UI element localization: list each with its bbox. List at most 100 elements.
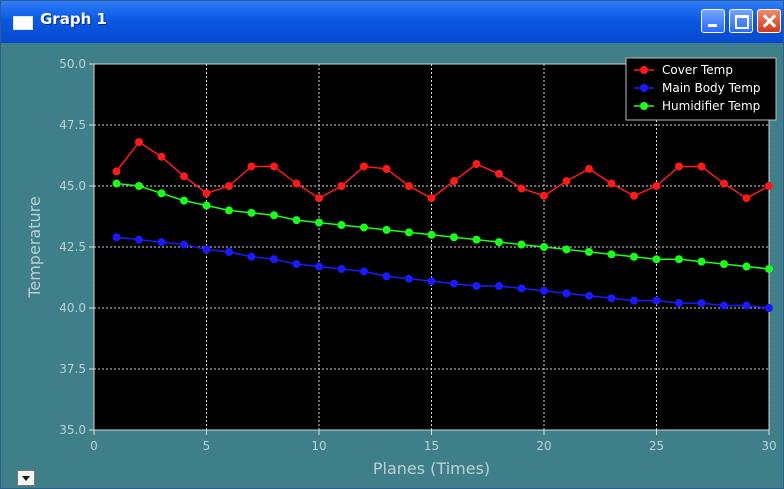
cover-temp-point <box>225 182 233 190</box>
humidifier-temp-point <box>360 223 368 232</box>
humidifier-temp-point <box>157 189 166 198</box>
main-body-temp-point <box>720 301 728 310</box>
main-body-temp-point <box>765 304 773 312</box>
close-button[interactable] <box>757 9 781 33</box>
main-body-temp-point <box>675 299 683 308</box>
temperature-chart: 0 5 10 15 20 25 30 35.0 37.5 40.0 42.5 45.0 47.5 50.0… <box>25 57 777 478</box>
cover-temp-point <box>157 152 166 161</box>
x-tick-label: 10 <box>311 439 326 453</box>
cover-temp-point <box>630 191 638 200</box>
humidifier-temp-point <box>540 243 548 251</box>
cover-temp-point <box>652 182 661 190</box>
main-body-temp-point <box>652 296 661 305</box>
cover-temp-point <box>180 172 188 181</box>
main-body-temp-point <box>157 238 166 247</box>
minimize-button[interactable] <box>701 9 725 33</box>
humidifier-temp-point <box>270 211 278 220</box>
cover-temp-point <box>315 194 323 203</box>
legend-label: Main Body Temp <box>662 81 761 95</box>
humidifier-temp-point <box>720 260 728 269</box>
cover-temp-point <box>337 182 346 190</box>
humidifier-temp-point <box>112 179 121 188</box>
cover-temp-point <box>697 162 706 171</box>
humidifier-temp-point <box>765 264 773 273</box>
x-tick-label: 25 <box>649 439 664 453</box>
x-tick-label: 5 <box>203 439 211 453</box>
main-body-temp-point <box>517 284 526 293</box>
x-tick-label: 30 <box>761 439 776 453</box>
window-title: Graph 1 <box>40 10 107 28</box>
cover-temp-point <box>765 182 773 190</box>
humidifier-temp-point <box>202 201 211 210</box>
legend-label: Cover Temp <box>662 63 733 77</box>
cover-temp-point <box>270 162 278 171</box>
humidifier-temp-point <box>450 233 458 242</box>
legend-swatch-marker <box>640 84 648 92</box>
main-body-temp-point <box>562 289 571 298</box>
title-bar[interactable]: Graph 1 <box>1 1 783 43</box>
cover-temp-point <box>742 194 751 203</box>
main-body-temp-point <box>202 245 211 254</box>
humidifier-temp-point <box>427 230 436 239</box>
main-body-temp-point <box>697 299 706 308</box>
legend-box <box>625 57 777 121</box>
main-body-temp-point <box>472 282 481 291</box>
humidifier-temp-point <box>585 247 593 256</box>
humidifier-temp-point <box>405 228 413 237</box>
main-body-temp-point <box>135 235 143 244</box>
main-body-temp-point <box>180 240 188 249</box>
cover-temp-point <box>360 162 368 171</box>
cover-temp-point <box>540 191 548 200</box>
humidifier-temp-point <box>135 182 143 190</box>
y-tick-label: 42.5 <box>59 240 86 254</box>
cover-temp-point <box>405 182 413 190</box>
main-body-temp-point <box>540 286 548 295</box>
main-body-temp-point <box>450 279 458 288</box>
humidifier-temp-point <box>517 240 526 249</box>
cover-temp-point <box>472 160 481 169</box>
humidifier-temp-point <box>225 206 233 215</box>
y-tick-label: 35.0 <box>59 423 86 437</box>
humidifier-temp-point <box>292 216 301 225</box>
main-body-temp-point <box>292 260 301 269</box>
window-icon <box>13 16 33 30</box>
y-tick-label: 40.0 <box>59 301 86 315</box>
humidifier-temp-point <box>652 255 661 264</box>
cover-temp-point <box>675 162 683 171</box>
x-axis-label: Planes (Times) <box>373 459 490 478</box>
maximize-button[interactable] <box>729 9 753 33</box>
cover-temp-point <box>495 169 503 178</box>
cover-temp-point <box>607 179 616 188</box>
humidifier-temp-point <box>472 235 481 244</box>
legend-swatch-marker <box>640 66 648 74</box>
chart-options-dropdown[interactable] <box>17 470 35 486</box>
main-body-temp-point <box>360 267 368 276</box>
cover-temp-point <box>135 138 143 147</box>
cover-temp-point <box>112 167 121 176</box>
cover-temp-point <box>382 164 391 173</box>
cover-temp-point <box>202 189 211 198</box>
main-body-temp-point <box>337 264 346 273</box>
humidifier-temp-point <box>495 238 503 247</box>
humidifier-temp-point <box>675 255 683 264</box>
humidifier-temp-point <box>180 196 188 205</box>
main-body-temp-point <box>382 272 391 281</box>
x-tick-label: 15 <box>424 439 439 453</box>
humidifier-temp-point <box>562 245 571 254</box>
main-body-temp-point <box>607 294 616 303</box>
humidifier-temp-point <box>315 218 323 227</box>
humidifier-temp-point <box>382 225 391 234</box>
cover-temp-point <box>450 177 458 186</box>
cover-temp-point <box>517 184 526 193</box>
legend-label: Humidifier Temp <box>662 99 760 113</box>
main-body-temp-point <box>247 252 256 261</box>
humidifier-temp-point <box>337 221 346 230</box>
y-tick-label: 45.0 <box>59 179 86 193</box>
y-axis-label: Temperature <box>25 196 44 298</box>
main-body-temp-point <box>585 291 593 300</box>
main-body-temp-point <box>630 296 638 305</box>
cover-temp-point <box>585 164 593 173</box>
y-tick-label: 50.0 <box>59 57 86 71</box>
main-body-temp-point <box>270 255 278 264</box>
